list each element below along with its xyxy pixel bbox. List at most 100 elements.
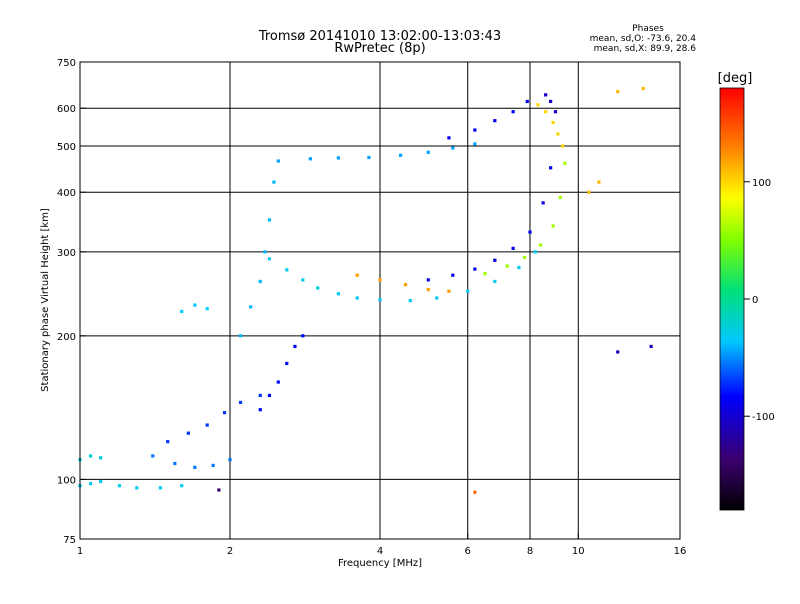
data-point <box>426 150 430 154</box>
data-point <box>511 246 515 250</box>
data-point <box>222 411 227 415</box>
x-tick-label: 6 <box>465 546 471 557</box>
data-point <box>560 144 565 148</box>
data-point <box>426 287 430 292</box>
data-point <box>135 486 139 490</box>
data-point <box>355 296 359 300</box>
data-point <box>435 296 439 300</box>
data-point <box>211 463 215 467</box>
data-point <box>556 132 560 136</box>
data-point <box>493 279 497 284</box>
colorbar-tick-label: 0 <box>752 295 758 306</box>
data-point <box>238 334 243 338</box>
data-point <box>538 243 543 247</box>
grid-lines <box>80 62 680 539</box>
data-point <box>263 250 267 254</box>
data-point <box>151 454 155 458</box>
colorbar-tick-label: 100 <box>752 178 771 189</box>
y-tick-label: 400 <box>57 188 76 199</box>
data-point <box>551 224 555 228</box>
data-point <box>597 180 601 184</box>
y-tick-label: 200 <box>57 332 76 343</box>
data-point <box>549 99 553 104</box>
y-tick-label: 750 <box>57 58 76 69</box>
data-point <box>267 257 272 261</box>
data-point <box>316 286 320 290</box>
data-point <box>649 344 653 349</box>
data-point <box>473 490 477 494</box>
data-point <box>549 166 553 170</box>
data-points <box>78 86 653 494</box>
y-tick-label: 100 <box>57 475 76 486</box>
data-point <box>336 156 340 160</box>
data-point <box>336 292 340 296</box>
data-point <box>293 344 297 349</box>
chart-subtitle: RwPretec (8p) <box>334 41 425 56</box>
data-point <box>308 157 313 161</box>
data-point <box>522 255 527 260</box>
data-point <box>563 161 567 165</box>
x-tick-label: 16 <box>674 546 687 557</box>
data-point <box>473 267 477 271</box>
colorbar <box>719 87 745 511</box>
data-point <box>267 393 272 398</box>
data-point <box>587 190 591 194</box>
data-point <box>258 408 262 412</box>
data-point <box>528 230 532 234</box>
data-point <box>285 268 289 272</box>
data-point <box>258 279 262 284</box>
data-point <box>466 289 470 293</box>
data-point <box>276 159 280 163</box>
data-point <box>616 90 620 94</box>
data-point <box>544 93 548 97</box>
x-axis-ticks: 1 2 4 6 8 10 16 <box>77 533 687 557</box>
data-point <box>285 361 289 366</box>
x-tick-label: 10 <box>572 546 585 557</box>
data-point <box>641 86 645 91</box>
data-point <box>180 309 184 314</box>
data-point <box>367 155 371 160</box>
data-point <box>228 458 232 462</box>
stats-heading: Phases <box>632 24 664 34</box>
x-tick-label: 2 <box>227 546 233 557</box>
data-point <box>558 195 562 200</box>
data-point <box>447 289 451 293</box>
data-point <box>399 153 403 157</box>
data-point <box>205 307 209 311</box>
y-tick-label: 75 <box>63 535 76 546</box>
stats-line-o: mean, sd,O: -73.6, 20.4 <box>590 34 697 44</box>
data-point <box>616 350 620 354</box>
data-point <box>553 110 558 114</box>
chart-title: Tromsø 20141010 13:02:00-13:03:43 <box>258 29 501 44</box>
data-point <box>551 120 555 125</box>
data-point <box>99 479 103 484</box>
data-point <box>166 440 170 444</box>
data-point <box>301 334 305 338</box>
data-point <box>99 456 103 460</box>
data-point <box>511 110 515 114</box>
data-point <box>193 465 197 469</box>
data-point <box>473 128 477 132</box>
data-point <box>447 136 451 140</box>
colorbar-tick-label: -100 <box>752 412 775 423</box>
stats-line-x: mean, sd,X: 89.9, 28.6 <box>594 44 697 54</box>
y-tick-label: 300 <box>57 248 76 259</box>
data-point <box>301 278 305 282</box>
data-point <box>541 201 545 205</box>
x-axis-label: Frequency [MHz] <box>338 558 422 569</box>
data-point <box>408 299 412 303</box>
data-point <box>473 142 477 146</box>
data-point <box>267 218 272 222</box>
data-point <box>533 250 537 254</box>
y-tick-label: 500 <box>57 142 76 153</box>
colorbar-ticks: 100 0 -100 <box>744 178 775 423</box>
data-point <box>403 283 408 287</box>
data-point <box>258 393 262 398</box>
data-point <box>238 400 243 405</box>
x-tick-label: 1 <box>77 546 83 557</box>
data-point <box>173 461 177 466</box>
data-point <box>378 298 382 302</box>
data-point <box>378 278 382 282</box>
data-point <box>180 484 184 488</box>
